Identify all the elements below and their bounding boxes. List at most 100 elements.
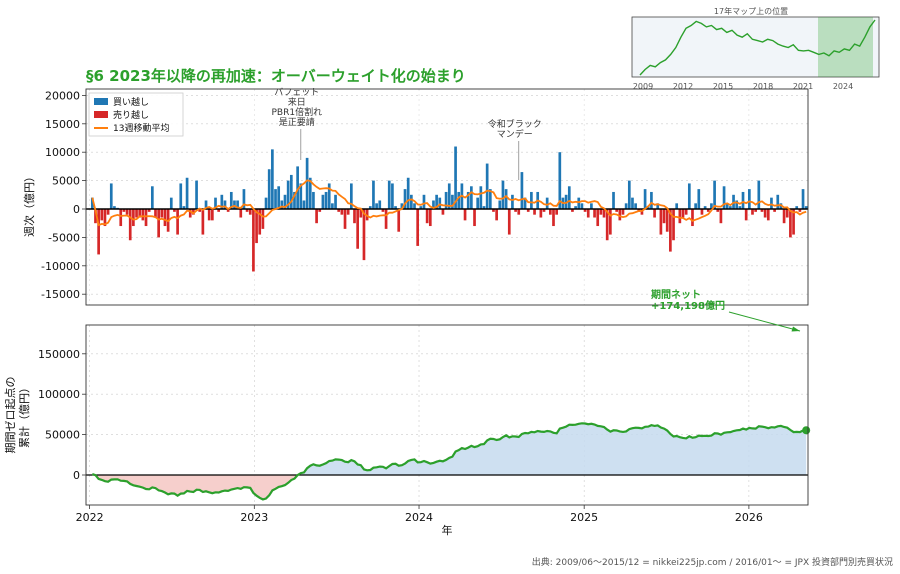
weekly-bar [672,209,675,241]
cum-xtick-label: 2024 [405,511,433,524]
weekly-bar [207,209,211,221]
legend-sell-label: 売り越し [113,109,149,121]
weekly-bar [271,149,274,209]
weekly-bar [211,209,214,221]
weekly-bar [684,209,688,215]
weekly-bar [729,206,732,209]
weekly-bar [558,152,562,209]
weekly-bar [340,209,344,215]
weekly-bar [517,209,521,215]
weekly-bar [141,209,145,221]
weekly-bar [229,191,233,209]
weekly-bar [391,183,394,209]
net-arrow [728,311,801,332]
weekly-bar [394,206,397,209]
inset-xtick-label: 2018 [753,82,773,91]
weekly-bar [204,200,208,209]
weekly-ytick-label: 20000 [45,89,80,102]
cum-ytick-label: 0 [73,469,80,482]
weekly-bar [776,194,780,209]
weekly-bar [675,203,679,209]
weekly-bar [770,197,773,209]
weekly-bar [479,186,483,209]
weekly-bar [735,200,739,209]
weekly-bar [691,209,694,227]
weekly-bar [384,209,388,229]
weekly-bar [747,189,751,209]
weekly-bar [150,186,154,209]
weekly-ytick-label: 5000 [52,175,80,188]
weekly-bar [438,197,442,209]
cum-negative-area [92,475,807,500]
weekly-bar [94,209,97,224]
weekly-bar [507,209,511,235]
weekly-ytick-label: 15000 [45,118,80,131]
weekly-bar [476,197,480,209]
weekly-bar [539,209,543,218]
weekly-ytick-label: -15000 [41,288,80,301]
weekly-bar [233,200,236,209]
weekly-bar [318,209,322,212]
weekly-bar [315,209,318,224]
weekly-bar [485,163,489,209]
cum-xtick-label: 2025 [570,511,598,524]
weekly-bar [542,209,546,212]
weekly-bar [252,209,255,272]
weekly-bar [135,209,138,218]
weekly-bar [801,189,805,209]
inset-highlight [818,17,873,77]
weekly-bar [580,203,584,209]
weekly-bar [236,200,239,209]
weekly-bar [763,209,767,218]
legend-buy-swatch [94,98,108,105]
legend-ma-label: 13週移動平均 [113,122,169,134]
weekly-bar [356,209,359,249]
weekly-bar [713,180,716,209]
annotation-text: 令和ブラック [488,118,542,130]
weekly-bar [457,191,461,209]
weekly-bar [574,206,577,209]
weekly-bar [498,200,502,209]
weekly-bar [428,209,432,227]
legend: 買い越し 売り越し 13週移動平均 [88,92,184,137]
weekly-bar [169,197,173,209]
ma-series-line [91,179,807,227]
weekly-bar [400,203,404,209]
weekly-bar [577,197,581,209]
weekly-bar [293,191,296,209]
weekly-bar [90,197,94,209]
weekly-bar [397,209,401,232]
weekly-bar [283,194,287,209]
weekly-bar [473,209,476,227]
weekly-bar [334,194,337,209]
weekly-bar [299,183,303,209]
weekly-bar [634,203,637,209]
weekly-bar [372,180,375,209]
weekly-bar [132,209,135,227]
weekly-bar [163,209,167,227]
weekly-bar [410,194,413,209]
weekly-bar [504,189,508,209]
cum-ylabel-line2: 累計（億円） [17,382,31,448]
weekly-bar [368,206,372,209]
weekly-bar [444,191,448,209]
weekly-bar [703,206,707,209]
weekly-ytick-label: -5000 [48,231,80,244]
net-label-line2: +174,198億円 [651,299,725,312]
weekly-bar [754,209,757,212]
weekly-bar [138,209,142,218]
weekly-bar [192,209,195,215]
weekly-bar [785,209,789,218]
weekly-bar [795,206,799,209]
weekly-bar [782,209,786,224]
annotation-text: 是正要請 [279,116,315,128]
weekly-bar [182,206,186,209]
weekly-bar [337,209,341,212]
weekly-bar [719,209,723,224]
weekly-bar [248,209,252,215]
weekly-ytick-label: 0 [73,203,80,216]
weekly-bar [144,209,148,227]
weekly-bar [552,209,555,227]
weekly-bar [643,189,647,209]
